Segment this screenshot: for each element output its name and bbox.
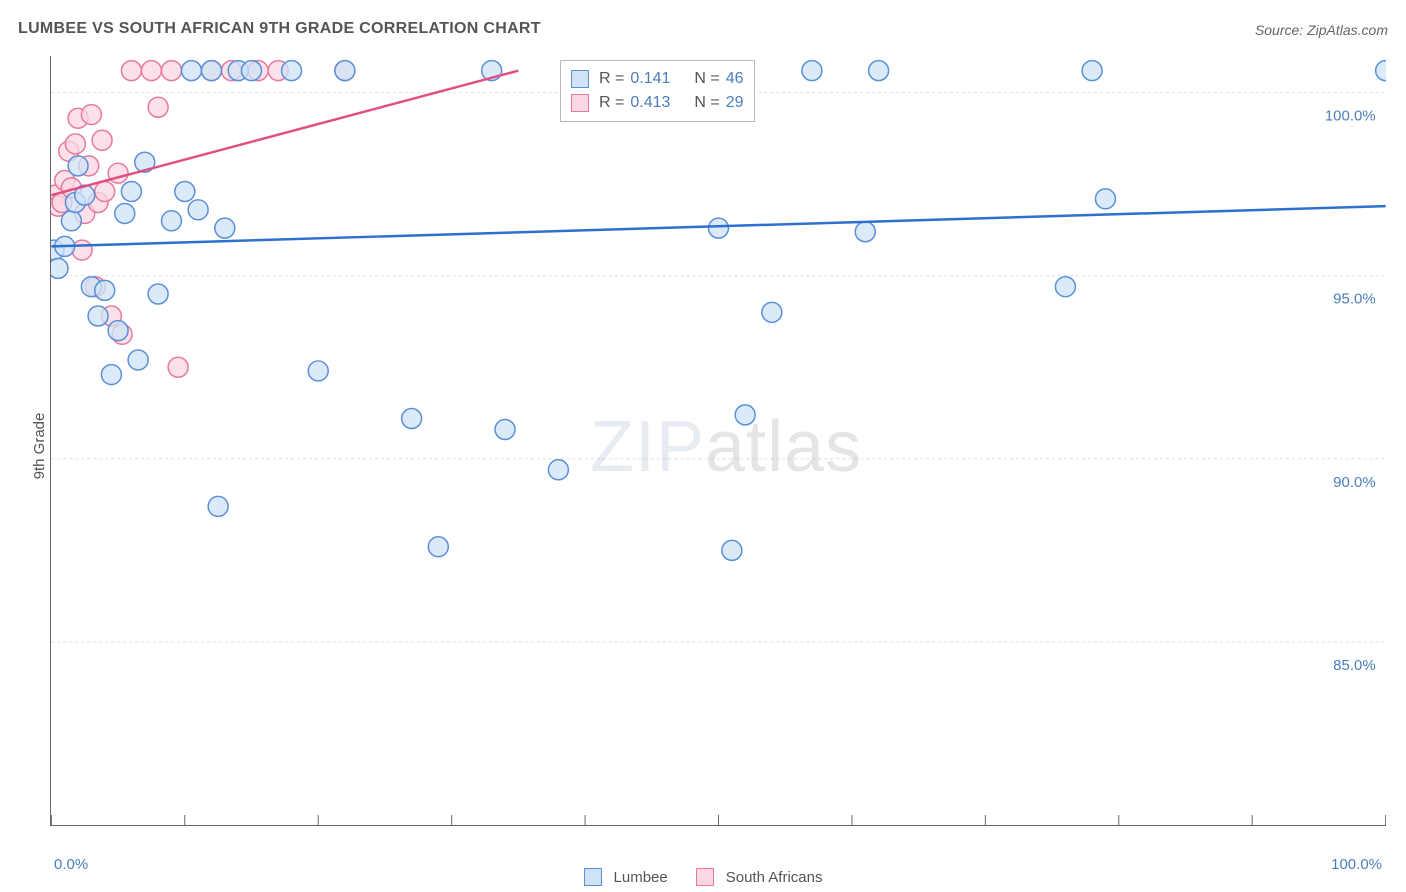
source-attribution: Source: ZipAtlas.com xyxy=(1255,22,1388,38)
legend: Lumbee South Africans xyxy=(0,868,1406,886)
plot-area: 85.0% 90.0% 95.0% 100.0% R = 0.141N = 46R =… xyxy=(50,56,1386,826)
svg-text:85.0%: 85.0% xyxy=(1333,657,1375,674)
legend-label: Lumbee xyxy=(614,869,668,886)
y-axis-label: 9th Grade xyxy=(31,413,48,480)
svg-text:100.0%: 100.0% xyxy=(1325,108,1376,125)
swatch-icon xyxy=(571,70,589,88)
swatch-icon xyxy=(584,868,602,886)
stats-row: R = 0.413N = 29 xyxy=(571,91,744,115)
swatch-icon xyxy=(571,94,589,112)
svg-text:90.0%: 90.0% xyxy=(1333,474,1375,491)
legend-item: Lumbee xyxy=(584,868,668,886)
legend-item: South Africans xyxy=(696,868,823,886)
correlation-stats-box: R = 0.141N = 46R = 0.413N = 29 xyxy=(560,60,755,122)
stats-row: R = 0.141N = 46 xyxy=(571,67,744,91)
svg-text:95.0%: 95.0% xyxy=(1333,291,1375,308)
scatter-plot-svg: 85.0% 90.0% 95.0% 100.0% xyxy=(50,56,1386,826)
swatch-icon xyxy=(696,868,714,886)
chart-title: LUMBEE VS SOUTH AFRICAN 9TH GRADE CORREL… xyxy=(18,20,541,38)
legend-label: South Africans xyxy=(726,869,823,886)
